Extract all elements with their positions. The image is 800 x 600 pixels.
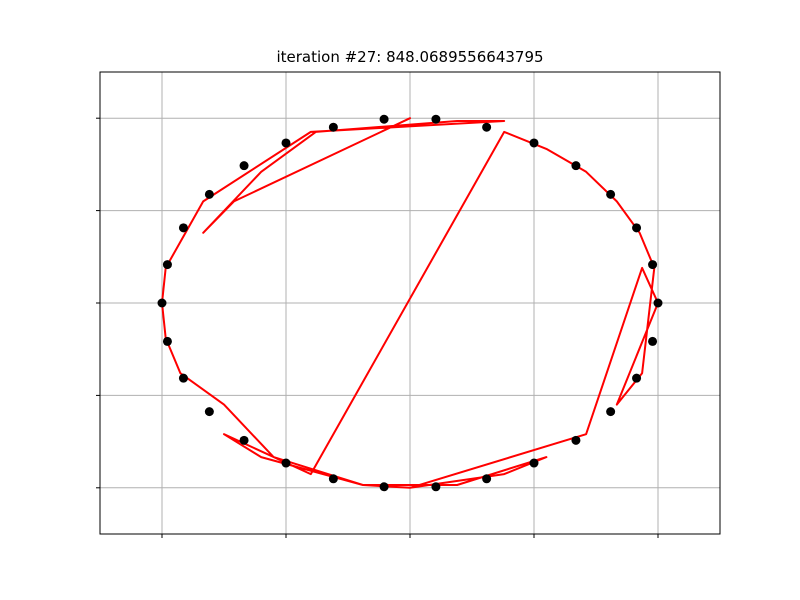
city-point: [653, 298, 663, 308]
city-point: [379, 114, 389, 124]
city-point: [606, 407, 616, 417]
city-point: [204, 189, 214, 199]
city-point: [648, 336, 658, 346]
axis-ticks: [96, 117, 659, 538]
city-point: [162, 260, 172, 270]
city-point: [431, 114, 441, 124]
city-point: [157, 298, 167, 308]
city-point: [571, 435, 581, 445]
city-point: [204, 407, 214, 417]
city-point: [606, 189, 616, 199]
tour-path: [161, 117, 659, 489]
city-point: [328, 474, 338, 484]
city-point: [648, 260, 658, 270]
city-point: [281, 138, 291, 148]
chart-title: iteration #27: 848.0689556643795: [276, 48, 544, 66]
city-point: [632, 223, 642, 233]
city-point: [178, 223, 188, 233]
city-point: [328, 122, 338, 132]
city-point: [379, 482, 389, 492]
city-point: [281, 458, 291, 468]
axes-frame: [99, 71, 721, 535]
city-point: [529, 138, 539, 148]
city-point: [482, 122, 492, 132]
city-point: [162, 336, 172, 346]
city-point: [239, 161, 249, 171]
city-point: [529, 458, 539, 468]
city-points: [157, 114, 663, 492]
city-point: [482, 474, 492, 484]
city-point: [571, 161, 581, 171]
city-point: [178, 373, 188, 383]
city-point: [239, 435, 249, 445]
city-point: [632, 373, 642, 383]
grid: [100, 72, 720, 534]
city-point: [431, 482, 441, 492]
tour-line: [161, 117, 659, 489]
